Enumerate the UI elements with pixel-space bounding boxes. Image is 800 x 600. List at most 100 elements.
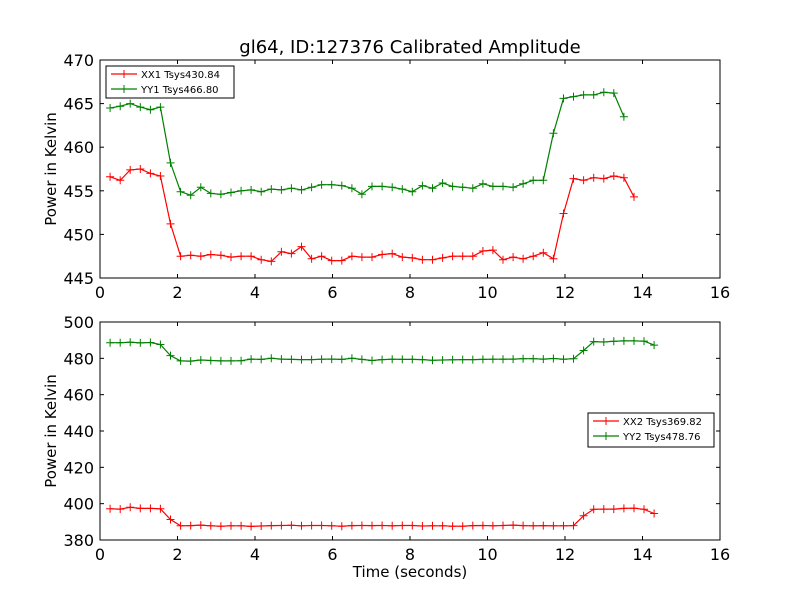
data-point	[519, 521, 528, 530]
data-point	[549, 354, 558, 363]
data-point	[609, 505, 618, 514]
data-point	[176, 252, 185, 261]
data-point	[166, 515, 175, 524]
data-point	[166, 351, 175, 360]
data-point	[357, 355, 366, 364]
data-point	[227, 356, 235, 365]
data-point	[378, 521, 387, 530]
data-point	[559, 521, 568, 530]
data-point	[609, 89, 618, 98]
y-tick-label: 445	[63, 269, 94, 288]
data-point	[599, 338, 608, 346]
data-point	[428, 184, 437, 193]
data-point	[267, 257, 276, 266]
data-point	[388, 249, 397, 258]
x-tick-label: 14	[632, 545, 652, 564]
top-panel: 0 2 4 6 8 10 12 14 16 445 450 455 460 465 470 Power in …	[42, 51, 730, 302]
data-point	[227, 188, 235, 197]
data-point	[488, 246, 497, 255]
data-point	[206, 250, 215, 259]
data-point	[186, 521, 195, 530]
data-point	[176, 187, 185, 196]
data-point	[378, 182, 387, 191]
x-tick-label: 6	[327, 545, 337, 564]
data-point	[609, 172, 618, 180]
x-tick-label: 12	[555, 283, 575, 302]
data-point	[317, 521, 326, 530]
data-point	[579, 511, 588, 520]
data-point	[448, 182, 457, 191]
data-point	[247, 522, 256, 531]
data-point	[267, 354, 276, 363]
data-point	[277, 247, 286, 256]
y-tick-label: 465	[63, 95, 94, 114]
data-point	[458, 183, 467, 192]
x-tick-label: 2	[172, 283, 182, 302]
legend-marker	[120, 70, 128, 78]
data-point	[176, 521, 185, 530]
legend-label: XX1 Tsys430.84	[141, 70, 220, 81]
data-point	[287, 249, 296, 258]
data-point	[206, 356, 215, 365]
data-point	[478, 247, 487, 255]
data-point	[287, 355, 296, 364]
y-tick-label: 400	[63, 495, 94, 514]
data-point	[216, 356, 225, 365]
data-point	[337, 181, 346, 190]
data-point	[630, 504, 638, 513]
data-point	[398, 355, 407, 364]
data-point	[327, 521, 336, 530]
data-point	[388, 355, 397, 364]
data-point	[237, 252, 246, 261]
data-point	[509, 521, 518, 530]
data-point	[156, 103, 165, 112]
data-point	[428, 255, 437, 264]
data-point	[630, 192, 638, 201]
x-axis-label: Time (seconds)	[352, 563, 468, 581]
legend-marker	[120, 85, 128, 93]
data-point	[549, 521, 558, 530]
data-point	[186, 191, 195, 200]
data-point	[398, 521, 407, 530]
data-point	[408, 253, 417, 262]
data-point	[619, 112, 628, 121]
data-point	[438, 356, 447, 364]
legend-label: YY1 Tsys466.80	[140, 85, 219, 96]
data-point	[549, 129, 558, 138]
data-point	[499, 182, 507, 191]
data-point	[488, 521, 497, 530]
data-point	[438, 521, 447, 530]
data-point	[186, 251, 195, 260]
data-point	[327, 355, 336, 364]
x-tick-label: 10	[477, 283, 497, 302]
data-point	[579, 176, 588, 185]
data-point	[599, 505, 608, 514]
y-tick-label: 450	[63, 225, 94, 244]
data-point	[206, 521, 215, 530]
data-point	[307, 254, 316, 263]
data-point	[478, 521, 487, 530]
data-point	[216, 190, 225, 199]
data-point	[166, 219, 175, 228]
x-tick-label: 16	[710, 283, 730, 302]
data-point	[378, 250, 387, 259]
y-tick-label: 480	[63, 349, 94, 368]
data-point	[499, 521, 507, 530]
data-point	[267, 185, 276, 194]
data-point	[468, 184, 477, 193]
data-point	[337, 355, 346, 364]
data-point	[327, 180, 336, 189]
x-tick-label: 0	[95, 545, 105, 564]
data-point	[106, 504, 115, 513]
data-point	[468, 355, 477, 364]
legend-marker	[602, 432, 610, 440]
data-point	[247, 252, 256, 261]
y-tick-label: 460	[63, 386, 94, 405]
data-point	[126, 99, 135, 108]
data-point	[287, 184, 296, 193]
data-point	[126, 503, 135, 512]
x-tick-label: 2	[172, 545, 182, 564]
data-point	[488, 182, 497, 191]
data-point	[196, 252, 205, 261]
data-point	[499, 355, 507, 364]
